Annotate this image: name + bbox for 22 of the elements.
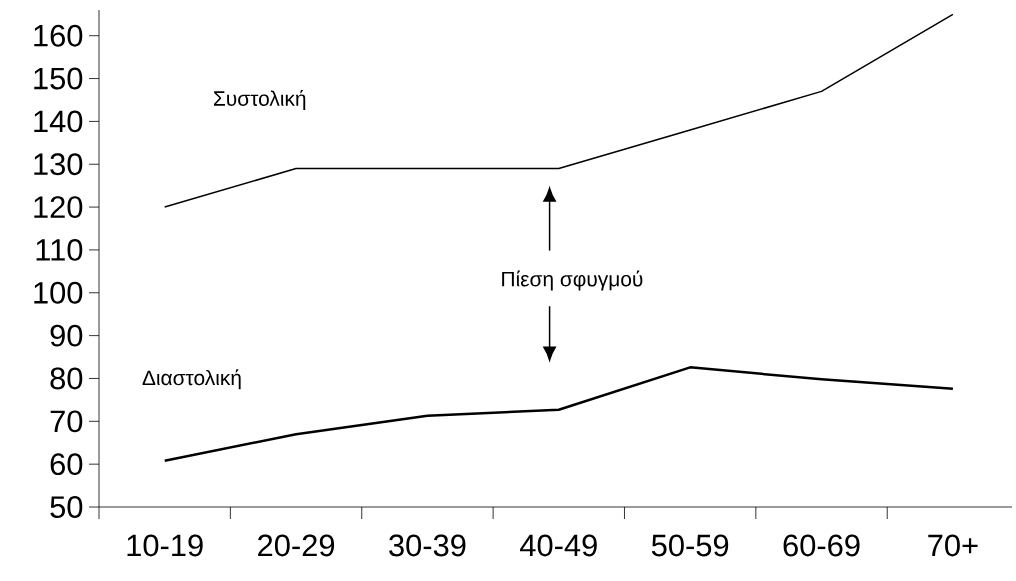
x-tick-label: 10-19 — [127, 534, 203, 557]
annotation: Πίεση σφυγμού — [502, 270, 643, 291]
y-tick-label: 90 — [50, 324, 83, 347]
x-tick-label: 20-29 — [258, 534, 335, 557]
text: Διαστολική — [142, 369, 241, 390]
y-tick-label: 50 — [50, 496, 83, 518]
y-tick-label: 70 — [50, 410, 83, 433]
y-tick-label: 120 — [34, 196, 83, 219]
y-tick-label: 130 — [34, 153, 83, 176]
y-tick-label: 60 — [50, 453, 83, 476]
y-tick-label: 80 — [50, 367, 83, 390]
x-tick-label: 70+ — [928, 534, 978, 557]
x-tick-label: 60-69 — [783, 534, 860, 557]
y-tick-label: 150 — [34, 67, 83, 90]
y-tick-label: 140 — [34, 110, 83, 133]
x-tick-label: 30-39 — [389, 534, 466, 557]
y-tick-label: 100 — [34, 281, 83, 304]
x-tick-label: 40-49 — [520, 534, 597, 557]
y-tick-label: 160 — [34, 24, 83, 47]
x-tick-label: 50-59 — [651, 534, 729, 557]
y-tick-label: 110 — [36, 239, 83, 261]
text: Συστολική — [213, 89, 306, 111]
